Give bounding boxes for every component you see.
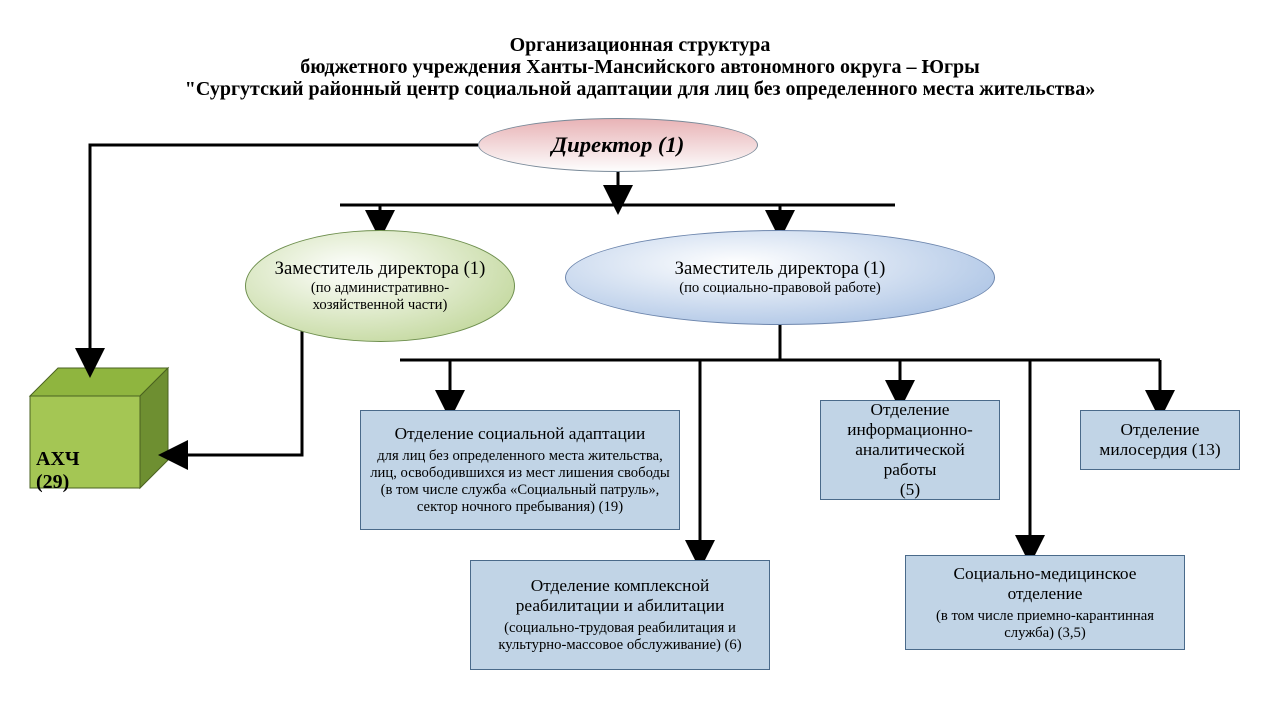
- deputy-admin-node: Заместитель директора (1) (по администра…: [245, 230, 515, 342]
- akh-label-line2: (29): [36, 471, 80, 494]
- dept-medical: Социально-медицинское отделение (в том чи…: [905, 555, 1185, 650]
- dept-rehab-title: Отделение комплексной реабилитации и аби…: [516, 576, 725, 616]
- deputy-legal-node: Заместитель директора (1) (по социально-…: [565, 230, 995, 325]
- dept-adaptation-title: Отделение социальной адаптации: [395, 424, 646, 444]
- dept-mercy-title: Отделение милосердия (13): [1099, 420, 1220, 460]
- page-title-line3: "Сургутский районный центр социальной ад…: [0, 78, 1280, 101]
- dept-medical-title: Социально-медицинское отделение: [914, 564, 1176, 604]
- deputy-legal-title: Заместитель директора (1): [675, 258, 886, 280]
- dept-info-title: Отделение информационно- аналитической р…: [829, 400, 991, 500]
- deputy-admin-title: Заместитель директора (1): [275, 258, 486, 280]
- dept-adaptation: Отделение социальной адаптации для лиц бе…: [360, 410, 680, 530]
- akh-label-line1: АХЧ: [36, 448, 80, 471]
- akh-label: АХЧ (29): [36, 448, 80, 494]
- page-title-line1: Организационная структура: [0, 34, 1280, 57]
- director-label: Директор (1): [552, 132, 685, 158]
- director-node: Директор (1): [478, 118, 758, 172]
- connector-admin-to-akh: [170, 328, 302, 455]
- deputy-legal-subtitle: (по социально-правовой работе): [679, 280, 881, 297]
- dept-adaptation-body: для лиц без определенного места жительст…: [370, 448, 670, 516]
- deputy-admin-subtitle: (по административно- хозяйственной части…: [311, 280, 449, 314]
- dept-mercy: Отделение милосердия (13): [1080, 410, 1240, 470]
- org-chart-stage: Организационная структура бюджетного учр…: [0, 0, 1280, 720]
- dept-info: Отделение информационно- аналитической р…: [820, 400, 1000, 500]
- page-title-line2: бюджетного учреждения Ханты-Мансийского …: [0, 56, 1280, 79]
- dept-rehab: Отделение комплексной реабилитации и аби…: [470, 560, 770, 670]
- dept-medical-body: (в том числе приемно-карантинная служба)…: [936, 608, 1154, 642]
- dept-rehab-body: (социально-трудовая реабилитация и культ…: [498, 620, 741, 654]
